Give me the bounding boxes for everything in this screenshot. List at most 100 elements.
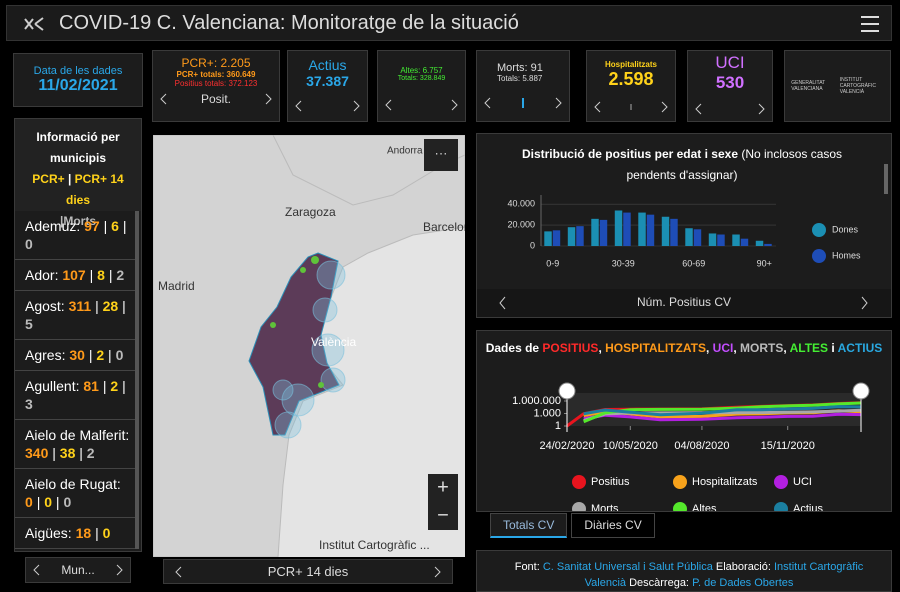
municipi-value: 107: [62, 267, 86, 283]
bar: [670, 218, 678, 246]
nav-next[interactable]: [114, 564, 124, 576]
bar: [599, 219, 608, 246]
municipi-value: 340: [25, 445, 49, 461]
municipi-value: 2: [86, 445, 95, 461]
municipi-row: Agres: 30 | 2 | 0: [15, 340, 135, 371]
bar: [614, 210, 623, 246]
line-title: Dades de POSITIUS, HOSPITALITZATS, UCI, …: [477, 341, 891, 355]
zoom-out[interactable]: −: [437, 504, 449, 526]
logo-gva: GENERALITAT VALENCIANA: [791, 80, 826, 92]
municipi-row: Aielo de Rugat: 0 | 0 | 0: [15, 469, 135, 518]
source: Font: C. Sanitat Universal i Salut Públi…: [476, 550, 892, 592]
y-tick-label: 0: [530, 240, 535, 250]
municipi-name: Aielo de Malferit:: [25, 427, 130, 443]
nav-prev[interactable]: [174, 566, 184, 578]
municipi-value: 28: [102, 298, 119, 314]
title-part: ,: [783, 341, 790, 355]
map-menu[interactable]: [424, 139, 458, 171]
title-part: ,: [706, 341, 713, 355]
municipi-name: Agost:: [25, 298, 65, 314]
logos-card: GENERALITAT VALENCIANA INSTITUT CARTOGRÀ…: [784, 50, 891, 122]
bar: [576, 226, 584, 246]
source-link[interactable]: C. Sanitat Universal i Salut Pública: [542, 561, 713, 573]
nav-next[interactable]: [659, 101, 669, 113]
tab[interactable]: Totals CV: [490, 513, 568, 538]
map[interactable]: Andorra Zaragoza Barcelona Madrid Valènc…: [153, 135, 465, 557]
slider-handle[interactable]: [852, 382, 870, 400]
map-label: Madrid: [158, 279, 195, 293]
title-part: POSITIUS: [542, 341, 599, 355]
nav-prev[interactable]: [294, 100, 304, 112]
source-label: Font:: [514, 561, 540, 573]
separator: |: [95, 525, 99, 541]
bar: [693, 229, 702, 246]
menu-button[interactable]: [860, 14, 880, 34]
nav-prev[interactable]: [483, 97, 493, 109]
municipi-value: 0: [115, 347, 124, 363]
legend-swatch: [572, 502, 586, 511]
municipi-name: Aigües:: [25, 525, 72, 541]
source-link[interactable]: P. de Dades Obertes: [692, 577, 794, 589]
card-nav: Posit.: [153, 88, 279, 110]
nav-next[interactable]: [449, 99, 459, 111]
separator: |: [88, 347, 93, 363]
municipis-header: Informació per municipis PCR+ | PCR+ 14 …: [15, 119, 141, 228]
title-part: Dades de: [485, 341, 543, 355]
nav-next[interactable]: [432, 566, 442, 578]
legend-label: Altes: [692, 503, 717, 511]
bar-footer-arrows[interactable]: [499, 296, 868, 310]
map-label: Zaragoza: [285, 205, 336, 219]
municipi-value: 81: [83, 378, 99, 394]
actius-card: Actius 37.387: [287, 50, 368, 122]
municipi-value: 2: [110, 378, 119, 394]
nav-prev[interactable]: [32, 564, 42, 576]
card-nav: [477, 92, 569, 114]
map-menu-icon: ···: [435, 145, 448, 160]
x-tick-label: 24/02/2020: [539, 440, 594, 452]
municipi-value: 6: [111, 218, 119, 234]
nav-next[interactable]: [553, 97, 563, 109]
bar: [740, 238, 749, 246]
nav-indicator: [522, 98, 524, 108]
nav-prev[interactable]: [384, 99, 394, 111]
bar: [685, 228, 693, 246]
legend-swatch: [774, 475, 788, 489]
nav-prev[interactable]: [593, 101, 603, 113]
legend-swatch: [812, 249, 826, 263]
scrollbar[interactable]: [884, 164, 888, 194]
zoom-control[interactable]: [428, 474, 458, 530]
bar: [764, 243, 772, 246]
source-link[interactable]: Institut Cartogràfic Valencià: [584, 561, 864, 589]
separator: |: [102, 378, 107, 394]
card-nav: [587, 96, 675, 118]
bar: [567, 227, 576, 246]
title-part: ALTES: [789, 341, 829, 355]
card-label: Hospitalitzats: [604, 60, 657, 69]
nav-next[interactable]: [351, 100, 361, 112]
card-nav: [288, 95, 367, 117]
bar: [552, 230, 561, 246]
municipi-row: Aigües: 18 | 0: [15, 518, 135, 549]
municipi-name: Agullent:: [25, 378, 80, 394]
municipi-value: 0: [25, 236, 33, 252]
pcr-line: PCR+: 2.205: [181, 56, 251, 70]
card-value: 2.598: [608, 69, 654, 89]
bar-panel: Distribució de positius per edat i sexe …: [476, 133, 892, 318]
municipi-value: 3: [25, 396, 33, 412]
attribution-bg: [313, 535, 465, 557]
separator: |: [52, 445, 56, 461]
municipi-row: Agost: 311 | 28 | 5: [15, 291, 135, 340]
nav-next[interactable]: [263, 93, 273, 105]
x-tick-label: 10/05/2020: [603, 440, 658, 452]
zoom-in[interactable]: +: [437, 476, 449, 498]
nav-prev[interactable]: [159, 93, 169, 105]
bar: [544, 231, 552, 246]
legend-swatch: [673, 475, 687, 489]
tab[interactable]: Diàries CV: [571, 513, 655, 538]
nav-prev[interactable]: [694, 103, 704, 115]
map-label: Andorra: [387, 146, 423, 157]
slider-handle[interactable]: [558, 382, 576, 400]
nav-next[interactable]: [756, 103, 766, 115]
date-value: 11/02/2021: [38, 77, 118, 94]
title-part: i: [828, 341, 838, 355]
